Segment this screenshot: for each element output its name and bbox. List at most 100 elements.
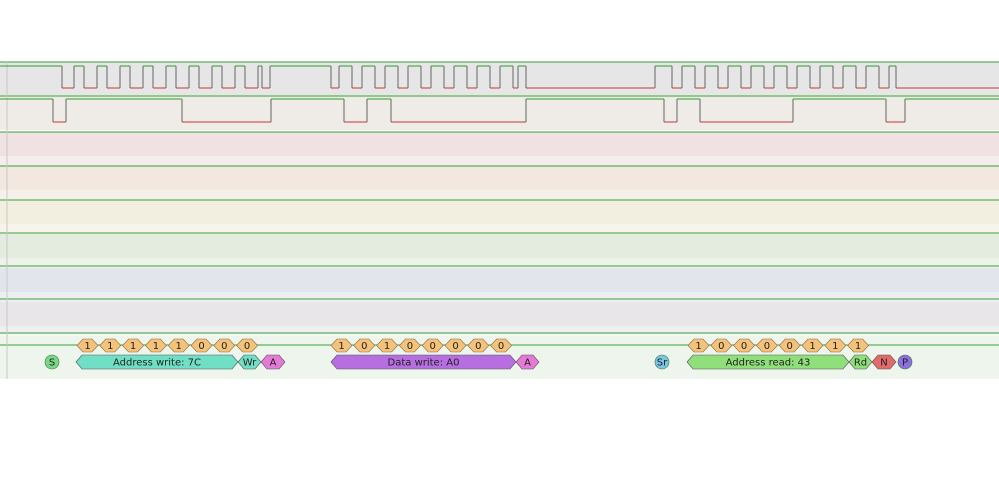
lane-empty-6 xyxy=(0,302,999,336)
bit-value: 1 xyxy=(338,341,344,352)
bit-value: 0 xyxy=(718,341,724,352)
address-read-frame[interactable]: Address read: 43 xyxy=(686,354,850,370)
lane-stripe xyxy=(0,224,999,234)
data-write-bit[interactable]: 0 xyxy=(444,338,467,353)
bit-value: 0 xyxy=(407,341,413,352)
lane-empty-1 xyxy=(0,132,999,166)
address-write-bit[interactable]: 1 xyxy=(122,338,145,353)
bit-cell xyxy=(444,338,467,353)
lane-stripe xyxy=(0,292,999,302)
data-write-bit[interactable]: 0 xyxy=(398,338,421,353)
bit-value: 0 xyxy=(787,341,793,352)
stop-label: P xyxy=(902,358,908,369)
address-read-bit[interactable]: 0 xyxy=(733,338,756,353)
bit-value: 0 xyxy=(361,341,367,352)
bit-cell xyxy=(330,338,353,353)
address-read-bit[interactable]: 1 xyxy=(847,338,870,353)
data-write-frame[interactable]: Data write: A0 xyxy=(330,354,517,370)
address-write-bit[interactable]: 1 xyxy=(99,338,122,353)
address-write-bit[interactable]: 1 xyxy=(144,338,167,353)
bit-cell xyxy=(167,338,190,353)
bit-cell xyxy=(144,338,167,353)
data-write-bit[interactable]: 0 xyxy=(490,338,513,353)
address-write-bit[interactable]: 1 xyxy=(167,338,190,353)
bit-cell xyxy=(236,338,259,353)
address-read-bit[interactable]: 1 xyxy=(801,338,824,353)
read-flag-label: Rd xyxy=(854,358,867,369)
address-read-bit[interactable]: 0 xyxy=(755,338,778,353)
i2c-decoder-lane[interactable]: S 1 1 1 1 1 0 0 0 Address write: 7C Wr A 1 0 1 0 0 0 0 0 Dat… xyxy=(44,338,913,370)
bit-value: 1 xyxy=(695,341,701,352)
repeated-start-label: Sr xyxy=(657,358,668,369)
bit-value: 1 xyxy=(832,341,838,352)
bit-value: 0 xyxy=(498,341,504,352)
bit-cell xyxy=(76,338,99,353)
data-write-bit[interactable]: 1 xyxy=(330,338,353,353)
data-write-bit[interactable]: 1 xyxy=(376,338,399,353)
bit-cell xyxy=(490,338,513,353)
address-write-bit[interactable]: 0 xyxy=(190,338,213,353)
lane-stripe xyxy=(0,156,999,166)
ack-1-frame[interactable]: A xyxy=(260,354,286,370)
lane-empty-4 xyxy=(0,234,999,268)
bit-cell xyxy=(778,338,801,353)
ack-1-shape xyxy=(260,354,286,370)
address-write-bit[interactable]: 1 xyxy=(76,338,99,353)
bit-value: 1 xyxy=(855,341,861,352)
bit-cell xyxy=(710,338,733,353)
bit-value: 0 xyxy=(741,341,747,352)
nack-shape xyxy=(871,354,897,370)
address-read-bit[interactable]: 1 xyxy=(687,338,710,353)
lane-stripe xyxy=(0,190,999,200)
bit-cell xyxy=(353,338,376,353)
bit-cell xyxy=(421,338,444,353)
ack-1-label: A xyxy=(270,358,277,369)
bit-cell xyxy=(467,338,490,353)
start-marker[interactable]: S xyxy=(44,354,60,370)
write-flag-label: Wr xyxy=(243,358,257,369)
lane-stripe xyxy=(0,258,999,268)
nack-label: N xyxy=(880,358,887,369)
bit-cell xyxy=(801,338,824,353)
bit-value: 1 xyxy=(107,341,113,352)
ack-2-label: A xyxy=(524,358,531,369)
bit-cell xyxy=(847,338,870,353)
bit-cell xyxy=(190,338,213,353)
bit-cell xyxy=(824,338,847,353)
address-write-bit[interactable]: 0 xyxy=(213,338,236,353)
data-write-bit[interactable]: 0 xyxy=(421,338,444,353)
data-write-bit[interactable]: 0 xyxy=(467,338,490,353)
bit-cell xyxy=(122,338,145,353)
address-write-frame[interactable]: Address write: 7C xyxy=(75,354,239,370)
address-read-bit[interactable]: 1 xyxy=(824,338,847,353)
lane-sda xyxy=(0,95,999,130)
bit-value: 1 xyxy=(130,341,136,352)
bit-value: 0 xyxy=(198,341,204,352)
channel-lanes xyxy=(0,61,999,379)
ack-2-frame[interactable]: A xyxy=(515,354,540,370)
bit-value: 1 xyxy=(176,341,182,352)
stop-marker[interactable]: P xyxy=(897,354,913,370)
bit-cell xyxy=(99,338,122,353)
address-write-bit[interactable]: 0 xyxy=(236,338,259,353)
start-label: S xyxy=(49,358,55,369)
repeated-start-marker[interactable]: Sr xyxy=(654,354,670,370)
bit-cell xyxy=(687,338,710,353)
bit-cell xyxy=(213,338,236,353)
ack-2-shape xyxy=(515,354,540,370)
address-read-bit[interactable]: 0 xyxy=(778,338,801,353)
bit-cell xyxy=(376,338,399,353)
bit-value: 1 xyxy=(153,341,159,352)
bit-cell xyxy=(398,338,421,353)
bit-value: 1 xyxy=(809,341,815,352)
lane-empty-3 xyxy=(0,200,999,234)
bit-value: 0 xyxy=(430,341,436,352)
bit-value: 0 xyxy=(475,341,481,352)
address-read-bit[interactable]: 0 xyxy=(710,338,733,353)
bit-cell xyxy=(755,338,778,353)
nack-frame[interactable]: N xyxy=(871,354,897,370)
stop-circle xyxy=(897,354,913,370)
bit-value: 0 xyxy=(764,341,770,352)
data-write-bit[interactable]: 0 xyxy=(353,338,376,353)
